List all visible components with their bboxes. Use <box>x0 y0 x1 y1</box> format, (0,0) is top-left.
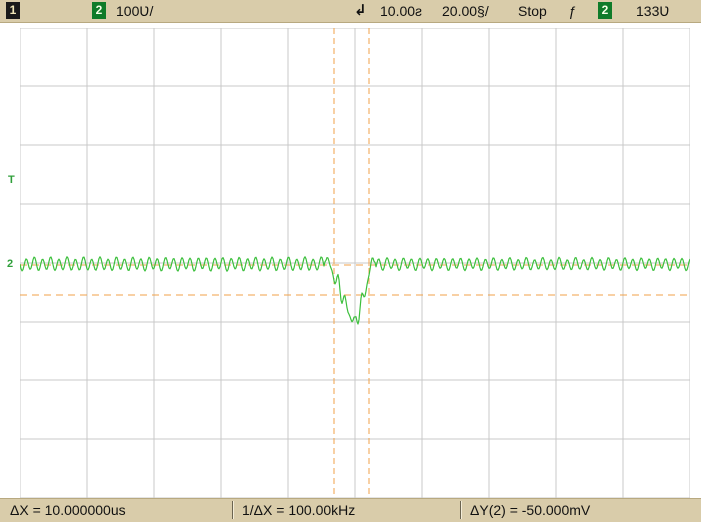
run-state[interactable]: Stop <box>518 3 547 19</box>
delta-y-measurement[interactable]: ΔY(2) = -50.000mV <box>470 502 591 518</box>
separator <box>460 501 462 519</box>
delta-x-measurement[interactable]: ΔX = 10.000000us <box>10 502 126 518</box>
inverse-delta-x-measurement[interactable]: 1/ΔX = 100.00kHz <box>242 502 356 518</box>
measurement-bar: ΔX = 10.000000us 1/ΔX = 100.00kHz ΔY(2) … <box>0 498 701 522</box>
channel1-badge[interactable]: 1 <box>6 2 20 19</box>
channel2-waveform <box>20 256 690 325</box>
trigger-level[interactable]: 133Ʋ <box>636 3 670 19</box>
trigger-source-badge[interactable]: 2 <box>598 2 612 19</box>
channel2-badge[interactable]: 2 <box>92 2 106 19</box>
trigger-level-marker: T <box>8 174 15 186</box>
status-bar: 1 2 100Ʋ/ ↲ 10.00ƨ 20.00§/ Stop ƒ 2 133Ʋ <box>0 0 701 23</box>
trigger-position[interactable]: 10.00ƨ <box>380 3 423 19</box>
channel2-ground-marker: 2 <box>7 258 14 270</box>
trigger-edge-icon: ƒ <box>568 3 576 19</box>
separator <box>232 501 234 519</box>
scope-display <box>20 28 690 498</box>
timebase[interactable]: 20.00§/ <box>442 3 489 19</box>
trigger-position-icon: ↲ <box>354 2 367 19</box>
channel2-scale[interactable]: 100Ʋ/ <box>116 3 154 19</box>
